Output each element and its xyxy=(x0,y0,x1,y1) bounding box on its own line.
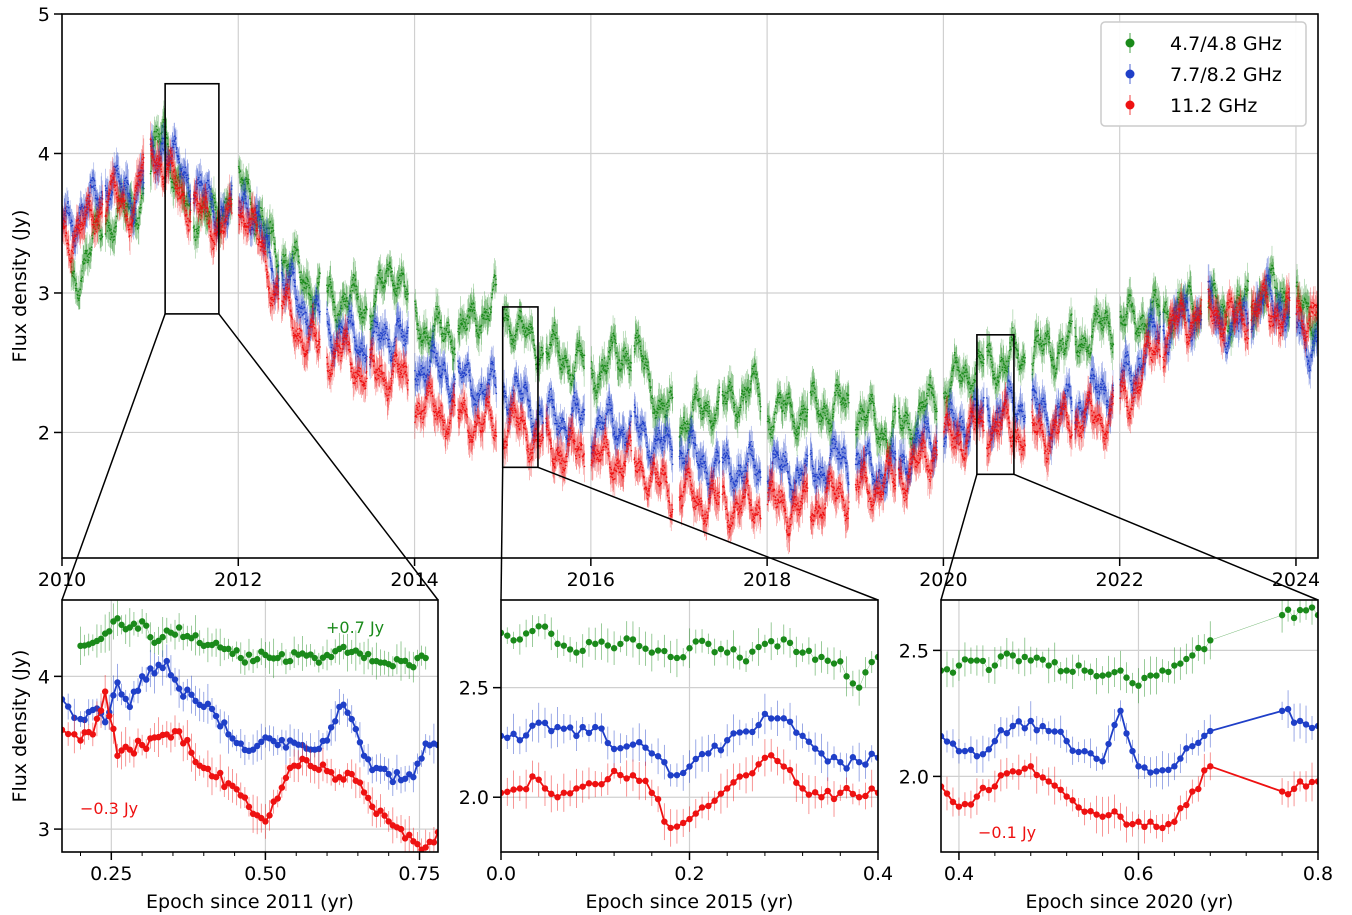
data-point xyxy=(574,371,576,373)
data-point xyxy=(737,421,739,423)
data-point xyxy=(899,415,901,417)
data-point xyxy=(983,359,985,361)
data-point xyxy=(697,389,699,391)
data-point xyxy=(407,293,409,295)
data-point xyxy=(102,236,104,238)
data-point xyxy=(895,410,897,412)
data-point xyxy=(936,411,938,413)
data-point xyxy=(1012,327,1014,329)
data-point xyxy=(719,387,721,389)
data-point xyxy=(542,353,544,355)
data-point xyxy=(366,309,368,311)
data-point xyxy=(631,362,633,364)
data-point xyxy=(496,284,498,286)
data-point xyxy=(834,403,836,405)
data-point xyxy=(584,355,586,357)
data-point xyxy=(807,409,809,411)
data-point xyxy=(868,412,870,414)
data-point xyxy=(1024,357,1026,359)
data-point xyxy=(91,246,93,248)
data-point xyxy=(615,343,617,345)
data-point xyxy=(672,397,674,399)
data-point xyxy=(650,386,652,388)
data-point xyxy=(760,406,762,408)
data-point xyxy=(454,353,456,355)
data-point xyxy=(848,402,850,404)
main-plot-area xyxy=(61,101,1318,555)
data-point xyxy=(319,273,321,275)
data-point xyxy=(669,398,671,400)
data-point xyxy=(774,421,776,423)
data-point xyxy=(880,444,882,446)
